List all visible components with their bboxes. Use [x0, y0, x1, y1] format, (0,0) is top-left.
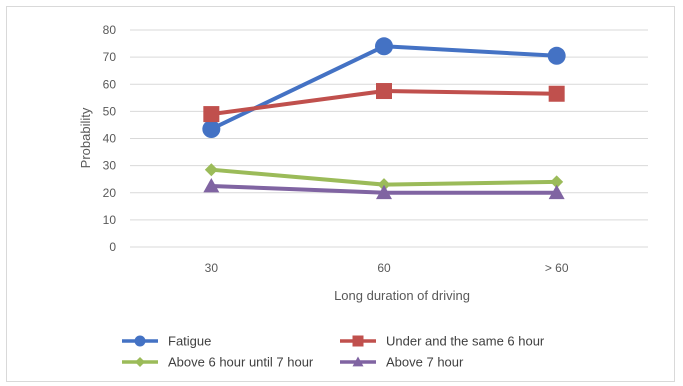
legend-marker — [134, 335, 146, 347]
data-point — [377, 178, 391, 192]
series-group — [202, 37, 566, 200]
x-tick-label: 60 — [377, 261, 391, 275]
data-point — [203, 106, 220, 123]
legend-marker — [352, 356, 364, 367]
y-tick-label: 80 — [103, 23, 117, 37]
data-point — [547, 46, 566, 65]
legend-label: Above 7 hour — [386, 355, 464, 370]
legend-label: Under and the same 6 hour — [386, 334, 545, 349]
data-point — [548, 85, 565, 102]
x-tick-label: > 60 — [545, 261, 569, 275]
legend-item: Above 6 hour until 7 hour — [122, 355, 314, 370]
data-point — [550, 175, 564, 189]
gridlines — [130, 29, 648, 248]
y-tick-label: 20 — [103, 186, 117, 200]
y-axis-title: Probability — [78, 107, 93, 168]
x-axis-title: Long duration of driving — [334, 288, 470, 303]
y-tick-label: 60 — [103, 77, 117, 91]
data-point — [204, 163, 218, 177]
y-tick-label: 30 — [103, 159, 117, 173]
legend-label: Fatigue — [168, 334, 211, 349]
legend-item: Fatigue — [122, 334, 211, 349]
x-axis-ticks: 30 60 > 60 — [205, 261, 569, 275]
data-point — [202, 120, 221, 139]
data-point — [376, 184, 392, 200]
legend-label: Above 6 hour until 7 hour — [168, 355, 314, 370]
x-tick-label: 30 — [205, 261, 219, 275]
legend-marker — [352, 335, 364, 347]
data-point — [548, 184, 565, 200]
legend-item: Under and the same 6 hour — [340, 334, 545, 349]
y-tick-label: 10 — [103, 213, 117, 227]
legend-item: Above 7 hour — [340, 355, 464, 370]
data-point — [203, 177, 220, 193]
y-tick-label: 70 — [103, 50, 117, 64]
legend: Fatigue Under and the same 6 hour Above 6 … — [122, 334, 545, 370]
data-point — [375, 37, 393, 56]
series-0 — [202, 37, 566, 139]
y-tick-label: 0 — [109, 240, 116, 254]
series-2 — [204, 163, 564, 192]
data-point — [376, 83, 392, 100]
series-3 — [203, 177, 565, 200]
y-tick-label: 50 — [103, 104, 117, 118]
legend-marker — [135, 357, 145, 367]
y-tick-label: 40 — [103, 132, 117, 146]
y-axis-ticks: 0 10 20 30 40 50 60 70 80 — [103, 23, 117, 254]
series-1 — [203, 83, 565, 123]
